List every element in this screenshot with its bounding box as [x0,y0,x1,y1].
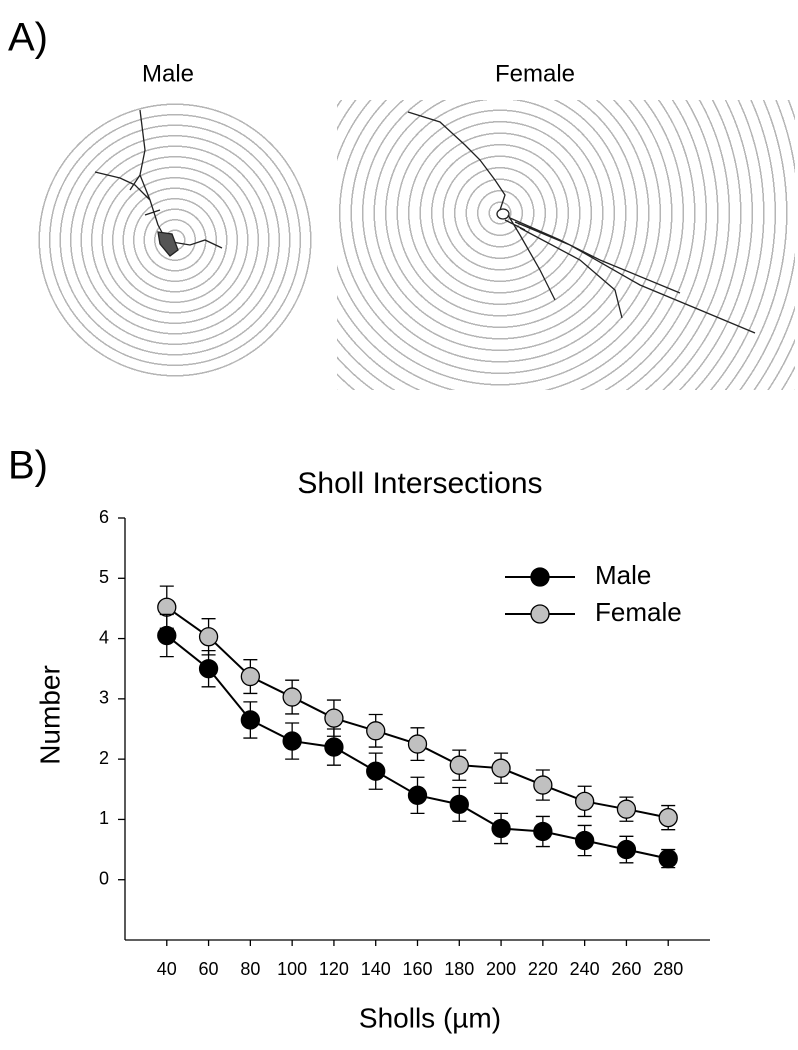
data-point [407,785,428,805]
data-point [658,807,678,828]
y-tick-label: 2 [99,748,109,768]
data-point [407,734,428,754]
data-point [658,848,678,869]
data-point [449,755,469,775]
x-tick-label: 280 [653,959,683,979]
female-soma [496,208,510,220]
data-point [240,710,261,730]
y-tick-label: 6 [99,507,109,527]
x-tick-label: 240 [570,959,600,979]
x-tick-label: 180 [444,959,474,979]
data-point [491,818,511,839]
panel-title: Female [495,60,575,87]
female-dendrites [407,111,756,334]
data-point [198,627,219,647]
data-point [198,659,219,679]
data-point [282,731,302,751]
neuron-tracings [94,109,756,334]
female-sholl-rings [337,100,795,390]
male-soma [157,231,179,257]
data-point [491,758,511,778]
legend-marker [530,567,550,587]
male-sholl-rings [30,95,320,385]
data-point [533,821,553,842]
x-axis-label: Sholls (µm) [359,1002,501,1033]
x-tick-label: 260 [611,959,641,979]
data-point [574,791,595,811]
y-tick-label: 3 [99,688,109,708]
x-tick-label: 220 [528,959,558,979]
data-point [574,830,595,851]
legend-label: Female [595,597,682,627]
data-point [533,775,553,795]
data-point [157,625,177,646]
y-tick-label: 0 [99,868,109,888]
panel-label: A) [8,16,48,60]
y-tick-label: 1 [99,808,109,828]
data-point [157,597,177,617]
x-tick-label: 160 [402,959,432,979]
data-point [282,687,302,707]
data-point [366,721,386,741]
x-tick-label: 120 [319,959,349,979]
x-tick-label: 40 [157,959,177,979]
data-point [324,737,344,757]
male-dendrites [94,109,223,249]
data-point [616,799,637,819]
data-point [366,761,386,781]
data-point [240,666,261,687]
x-tick-label: 80 [240,959,260,979]
x-tick-label: 200 [486,959,516,979]
x-tick-label: 60 [199,959,219,979]
y-tick-label: 5 [99,567,109,587]
data-point [616,839,637,860]
panel-title: Male [142,60,194,87]
legend-label: Male [595,560,651,590]
panel-label: B) [8,444,48,488]
x-tick-label: 100 [277,959,307,979]
y-axis-label: Number [34,665,65,765]
legend-marker [530,604,550,624]
x-tick-label: 140 [361,959,391,979]
data-point [324,708,344,728]
y-tick-label: 4 [99,627,109,647]
data-point [449,794,469,815]
chart-title: Sholl Intersections [297,467,542,500]
